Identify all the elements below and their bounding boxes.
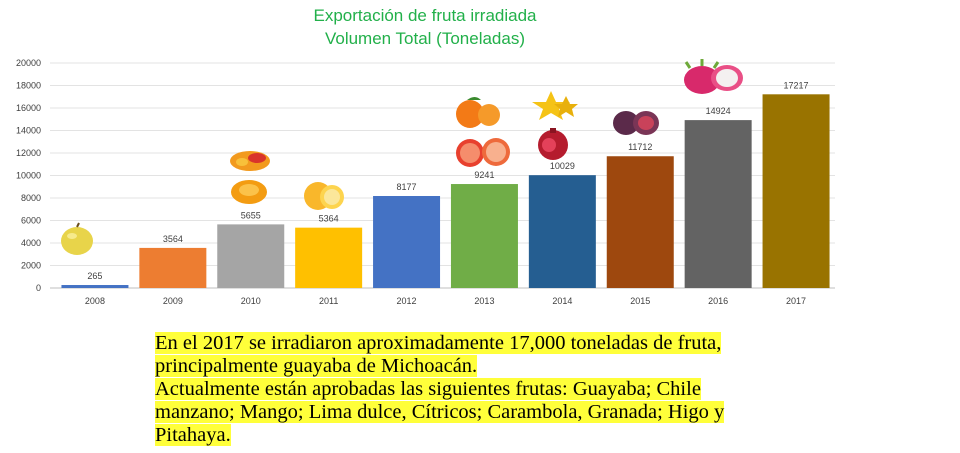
- caption-line-2: principalmente guayaba de Michoacán.: [155, 355, 478, 377]
- x-tick-label: 2016: [708, 296, 728, 306]
- y-tick-label: 12000: [16, 148, 41, 158]
- bar-2008: [61, 285, 129, 288]
- data-label: 10029: [550, 161, 575, 171]
- data-label: 14924: [706, 106, 731, 116]
- y-tick-label: 6000: [21, 216, 41, 226]
- y-tick-label: 0: [36, 283, 41, 293]
- y-tick-label: 2000: [21, 261, 41, 271]
- chart-title-line2: Volumen Total (Toneladas): [324, 29, 526, 48]
- caption-line-4: manzano; Mango; Lima dulce, Cítricos; Ca…: [155, 401, 725, 423]
- x-tick-label: 2011: [319, 296, 338, 306]
- bar-2015: [606, 156, 674, 288]
- tangerine-icon: [456, 97, 500, 128]
- y-tick-label: 14000: [16, 126, 41, 136]
- x-tick-label: 2014: [552, 296, 572, 306]
- sweet-lime-icon: [304, 182, 344, 210]
- x-tick-label: 2010: [241, 296, 261, 306]
- data-label: 17217: [784, 80, 809, 90]
- mango-icon: [231, 180, 267, 204]
- caption-line-3: Actualmente están aprobadas las siguient…: [155, 378, 701, 400]
- caption: En el 2017 se irradiaron aproximadamente…: [155, 332, 895, 447]
- y-tick-label: 8000: [21, 193, 41, 203]
- data-label: 11712: [628, 142, 652, 152]
- y-tick-label: 10000: [16, 171, 41, 181]
- data-label: 3564: [163, 234, 183, 244]
- y-tick-label: 4000: [21, 238, 41, 248]
- bar-2016: [684, 120, 752, 288]
- bar-2011: [295, 227, 363, 288]
- guava-icon: [61, 222, 93, 255]
- bar-chart: 0 2000 4000 6000 8000 10000 12000 14000 16000 180…: [16, 58, 835, 306]
- x-tick-label: 2008: [85, 296, 105, 306]
- grapefruit-icon: [456, 138, 510, 167]
- x-tick-label: 2009: [163, 296, 183, 306]
- x-tick-label: 2012: [397, 296, 417, 306]
- data-label: 9241: [474, 170, 494, 180]
- y-tick-label: 18000: [16, 81, 41, 91]
- fig-icon: [613, 111, 659, 135]
- y-tick-label: 20000: [16, 58, 41, 68]
- pitahaya-icon: [684, 59, 743, 94]
- bar-2009: [139, 247, 207, 288]
- bar-2010: [217, 224, 285, 288]
- chart-title: Exportación de fruta irradiada Volumen T…: [0, 4, 850, 50]
- caption-line-5: Pitahaya.: [155, 424, 231, 446]
- x-tick-label: 2015: [630, 296, 650, 306]
- bar-2017: [762, 94, 830, 288]
- caption-line-1: En el 2017 se irradiaron aproximadamente…: [155, 332, 722, 354]
- data-label: 5364: [319, 214, 339, 224]
- bar-2013: [450, 184, 518, 288]
- mango-icon: [230, 151, 270, 171]
- x-tick-label: 2013: [474, 296, 494, 306]
- data-label: 5655: [241, 210, 261, 220]
- bar-2012: [373, 196, 441, 288]
- data-label: 8177: [397, 182, 417, 192]
- bar-2014: [528, 175, 596, 288]
- carambola-icon: [532, 91, 578, 120]
- y-tick-label: 16000: [16, 103, 41, 113]
- data-label: 265: [87, 271, 102, 281]
- pomegranate-icon: [538, 128, 568, 160]
- x-tick-label: 2017: [786, 296, 806, 306]
- chart-title-line1: Exportación de fruta irradiada: [313, 6, 537, 25]
